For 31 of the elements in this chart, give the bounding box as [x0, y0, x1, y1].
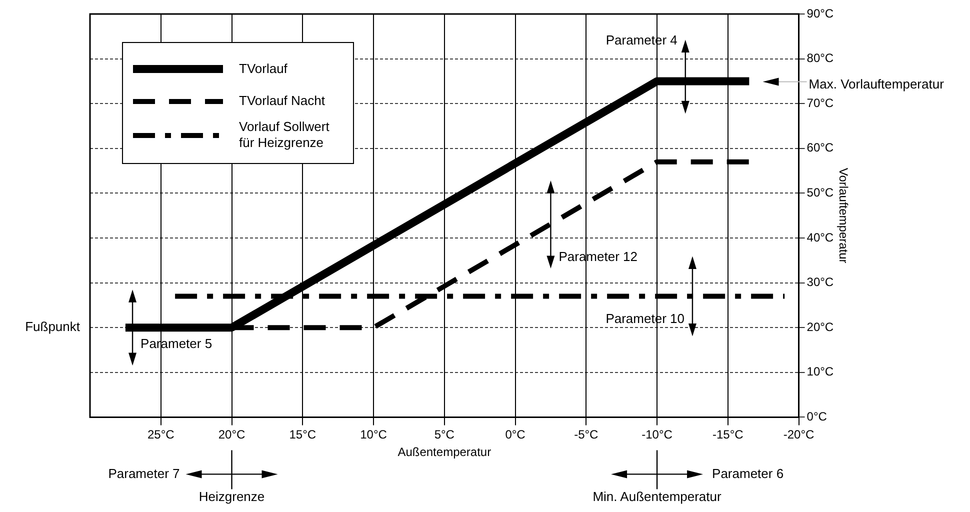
x-tick-label: 10°C [360, 428, 388, 442]
y-tick-label: 90°C [806, 6, 834, 20]
x-tick-label: 20°C [218, 428, 246, 442]
y-tick-label: 80°C [806, 51, 834, 66]
y-tick-label: 0°C [806, 410, 828, 424]
y-tick-label: 70°C [806, 96, 834, 110]
text: Parameter 6 [712, 466, 784, 481]
x-tick-label: -5°C [574, 428, 599, 442]
y-tick-label: 20°C [806, 320, 834, 334]
text: Fußpunkt [25, 319, 80, 334]
y-tick-label: 60°C [806, 140, 834, 155]
text: Parameter 7 [108, 466, 180, 481]
x-tick-label: -10°C [642, 428, 673, 442]
x-tick-label: -20°C [783, 428, 815, 442]
x-axis-title: Außentemperatur [398, 445, 492, 460]
legend-label: TVorlauf [239, 61, 288, 77]
annotation: Min. Außentemperatur [592, 488, 722, 504]
text: Max. Vorlauftemperatur [808, 76, 945, 92]
y-tick-label: 10°C [806, 364, 834, 379]
x-tick-label: 5°C [434, 428, 455, 442]
x-tick-label: -15°C [712, 428, 744, 442]
annotation: Heizgrenze [198, 488, 265, 504]
y-axis-title: Vorlauftemperatur [836, 168, 850, 264]
x-tick-label: 15°C [289, 428, 316, 442]
y-tick-label: 40°C [806, 230, 834, 244]
x-tick-label: 0°C [505, 428, 526, 442]
y-tick-label: 50°C [806, 186, 834, 200]
y-tick-label: 30°C [806, 275, 834, 290]
legend-label: TVorlauf Nacht [239, 93, 325, 109]
legend-label: Vorlauf Sollwert für Heizgrenze [239, 119, 330, 151]
x-tick-label: 25°C [147, 428, 175, 442]
